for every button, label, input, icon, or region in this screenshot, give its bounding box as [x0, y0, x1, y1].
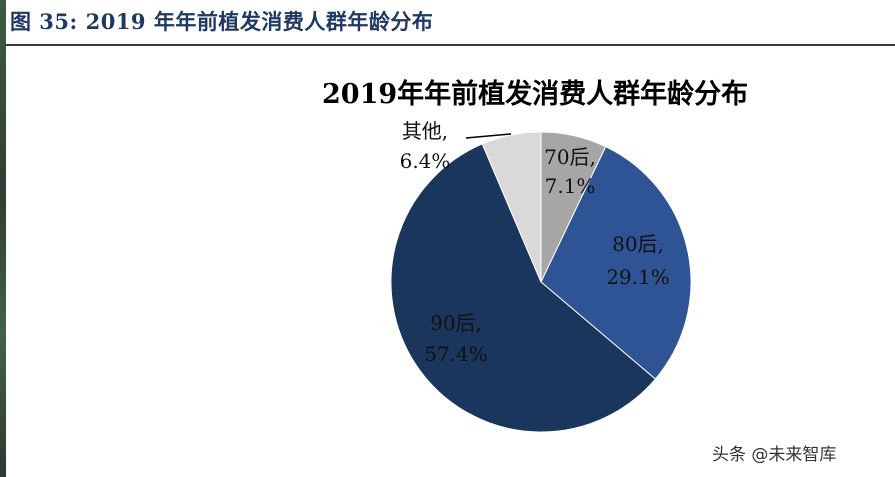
chart-title: 2019年年前植发消费人群年龄分布	[322, 79, 749, 110]
slice-80s-value: 29.1%	[606, 265, 670, 289]
slice-other-label: 其他,	[402, 119, 448, 143]
slice-70s-label: 70后,	[544, 145, 596, 169]
left-edge-strip	[0, 0, 6, 477]
watermark: 头条 @未来智库	[712, 445, 837, 465]
slice-90s	[390, 143, 657, 433]
slice-other-value: 6.4%	[400, 149, 451, 173]
caption-divider	[6, 44, 895, 46]
slice-other	[481, 131, 542, 283]
slice-90s-label: 90后,	[430, 311, 482, 335]
slice-80s	[540, 146, 692, 380]
slice-70s-value: 7.1%	[545, 174, 596, 198]
slice-90s-value: 57.4%	[424, 342, 488, 366]
slice-80s-label: 80后,	[612, 232, 664, 256]
other-leader-line	[465, 133, 512, 139]
figure-caption: 图 35: 2019 年年前植发消费人群年龄分布	[10, 9, 434, 34]
